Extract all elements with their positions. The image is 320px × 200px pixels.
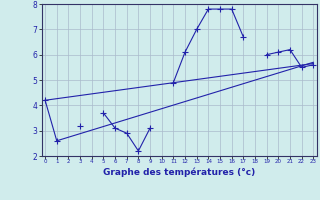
X-axis label: Graphe des températures (°c): Graphe des températures (°c): [103, 167, 255, 177]
